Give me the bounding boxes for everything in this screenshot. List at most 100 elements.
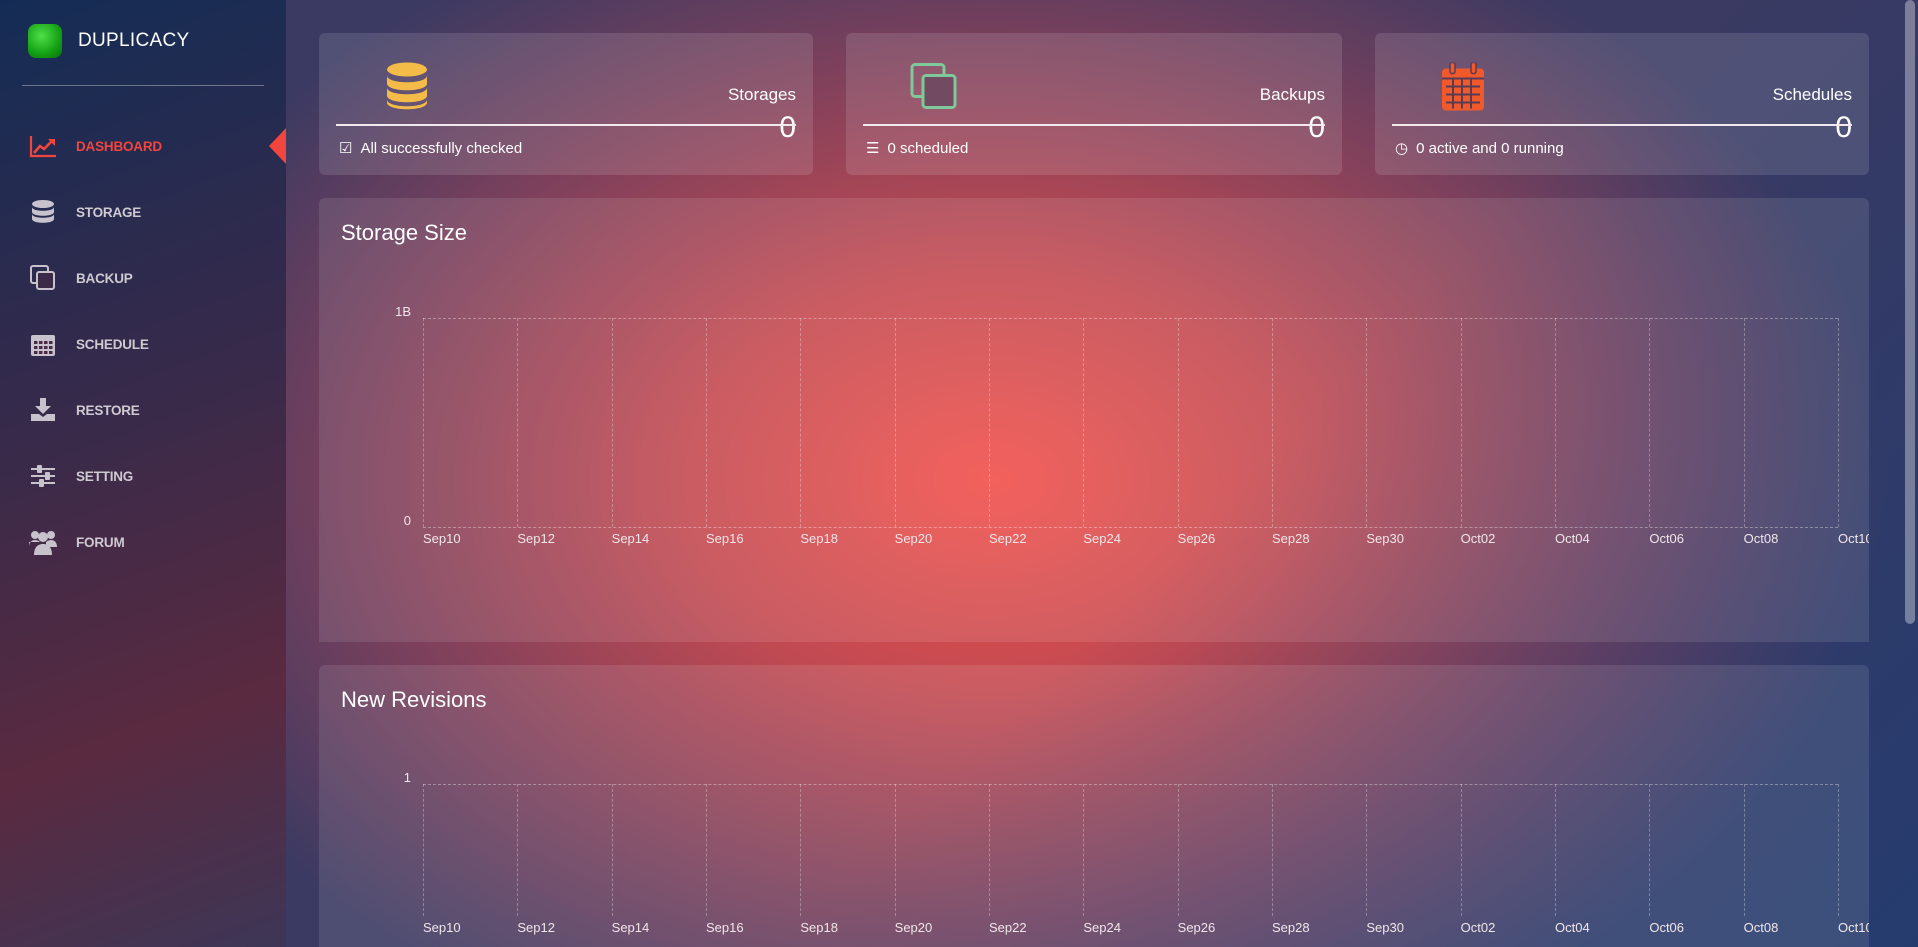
x-tick-label: Sep26 [1177, 531, 1216, 546]
x-tick-label: Sep20 [894, 920, 933, 935]
gridline-vertical [1083, 784, 1085, 916]
x-tick-label: Sep28 [1272, 920, 1310, 935]
gridline-horizontal [423, 318, 1838, 319]
x-tick-label: Sep18 [800, 920, 838, 935]
sidebar: DUPLICACY DASHBOARD STORAGE BACKUP SCHED… [0, 0, 286, 947]
x-tick-label: Oct10 [1838, 920, 1869, 935]
x-tick-label: Sep12 [517, 920, 555, 935]
x-tick-label: Sep16 [706, 531, 744, 546]
gridline-vertical [611, 784, 613, 916]
x-tick-label: Oct08 [1743, 920, 1779, 935]
gridline-horizontal [423, 527, 1838, 528]
duplicacy-logo [28, 24, 62, 58]
gridline-vertical [1177, 318, 1179, 527]
x-tick-label: Sep30 [1366, 531, 1404, 546]
gridline-vertical [1272, 784, 1273, 916]
gridline-vertical [1649, 318, 1651, 527]
card-title: Storages [727, 85, 796, 104]
x-tick-label: Oct04 [1555, 920, 1590, 935]
gridline-vertical [1460, 318, 1462, 527]
x-tick-label: Sep26 [1177, 920, 1216, 935]
gridline-vertical [989, 318, 990, 527]
y-tick-label: 1B [395, 304, 411, 319]
gridline-vertical [1555, 784, 1556, 916]
gridline-vertical [423, 318, 424, 527]
card-value: 0 [779, 111, 796, 144]
gridline-vertical [1838, 318, 1839, 527]
card-footer-text: All successfully checked [360, 139, 523, 157]
card-footer: ☑ All successfully checked [339, 139, 523, 158]
x-tick-label: Sep30 [1366, 920, 1404, 935]
gridline-vertical [989, 784, 990, 916]
download-icon [29, 396, 57, 424]
gridline-vertical [1366, 318, 1368, 527]
gridline-vertical [1838, 784, 1839, 916]
gridline-vertical [1366, 784, 1368, 916]
active-indicator [269, 128, 286, 164]
gridline-vertical [423, 784, 424, 916]
gridline-vertical [517, 318, 519, 527]
check-square-icon: ☑ [339, 140, 353, 157]
calendar-icon [1441, 61, 1485, 116]
x-tick-label: Sep22 [989, 920, 1027, 935]
backups-card[interactable]: Backups 0 ☰ 0 scheduled [846, 33, 1342, 175]
card-value: 0 [1308, 111, 1325, 144]
card-footer-text: 0 scheduled [887, 139, 969, 157]
y-tick-label: 0 [403, 513, 411, 528]
x-tick-label: Sep20 [894, 531, 933, 546]
x-tick-label: Oct06 [1649, 920, 1685, 935]
panel-title: Storage Size [341, 220, 467, 245]
gridline-vertical [800, 318, 802, 527]
gridline-vertical [517, 784, 519, 916]
card-footer-text: 0 active and 0 running [1416, 139, 1564, 157]
gridline-vertical [706, 318, 707, 527]
x-tick-label: Sep18 [800, 531, 838, 546]
sidebar-item-forum[interactable]: FORUM [0, 522, 286, 562]
gridline-vertical [706, 784, 707, 916]
x-tick-label: Sep10 [423, 531, 461, 546]
gridline-vertical [1177, 784, 1179, 916]
card-divider [863, 124, 1325, 126]
copy-icon [910, 63, 958, 116]
card-divider [336, 124, 796, 126]
sidebar-item-storage[interactable]: STORAGE [0, 192, 286, 232]
storages-card[interactable]: Storages 0 ☑ All successfully checked [319, 33, 813, 175]
sidebar-item-backup[interactable]: BACKUP [0, 258, 286, 298]
x-tick-label: Oct10 [1838, 531, 1869, 546]
card-footer: ☰ 0 scheduled [866, 139, 969, 158]
sidebar-item-restore[interactable]: RESTORE [0, 390, 286, 430]
storage-size-panel: Storage Size 0 1B Sep10 Sep12 Sep14 Sep16 Sep1… [319, 198, 1869, 642]
sidebar-item-setting[interactable]: SETTING [0, 456, 286, 496]
gridline-vertical [1555, 318, 1556, 527]
gridline-vertical [1649, 784, 1651, 916]
x-tick-label: Sep14 [611, 531, 650, 546]
y-tick-label: 1 [403, 770, 411, 785]
gridline-vertical [1460, 784, 1462, 916]
scrollbar[interactable] [1905, 0, 1915, 624]
sidebar-item-schedule[interactable]: SCHEDULE [0, 324, 286, 364]
x-tick-label: Oct02 [1460, 531, 1496, 546]
x-tick-label: Sep14 [611, 920, 650, 935]
gridline-vertical [894, 318, 896, 527]
card-divider [1392, 124, 1852, 126]
x-tick-label: Sep16 [706, 920, 744, 935]
panel-title: New Revisions [341, 687, 487, 712]
x-tick-label: Oct06 [1649, 531, 1685, 546]
sliders-icon [29, 462, 57, 490]
x-tick-label: Sep28 [1272, 531, 1310, 546]
card-title: Backups [1259, 85, 1325, 104]
gridline-vertical [894, 784, 896, 916]
gridline-vertical [800, 784, 802, 916]
users-icon [29, 528, 57, 556]
x-tick-label: Sep22 [989, 531, 1027, 546]
sidebar-item-dashboard[interactable]: DASHBOARD [0, 126, 286, 166]
x-tick-label: Sep12 [517, 531, 555, 546]
gridline-horizontal [423, 784, 1838, 785]
copy-icon [29, 264, 57, 292]
card-value: 0 [1835, 111, 1852, 144]
x-tick-label: Sep10 [423, 920, 461, 935]
line-chart-icon [29, 132, 57, 160]
database-icon [386, 62, 428, 116]
schedules-card[interactable]: Schedules 0 ◷ 0 active and 0 running [1375, 33, 1869, 175]
gridline-vertical [1083, 318, 1085, 527]
